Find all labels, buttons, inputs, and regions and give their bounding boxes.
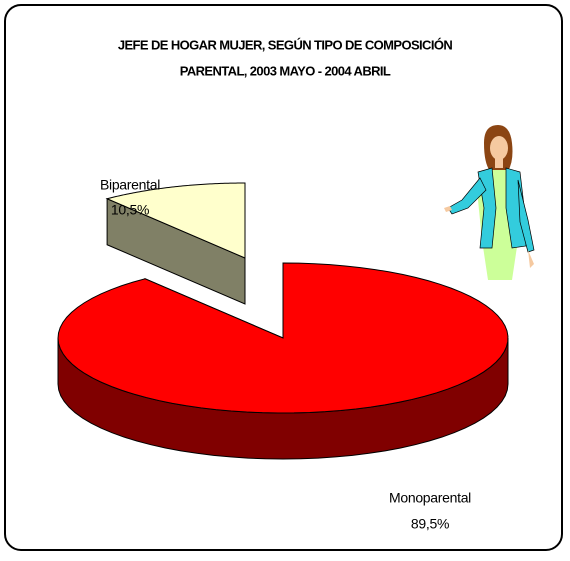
slice-label: Biparental <box>100 177 160 193</box>
value-label: 89,5% <box>411 516 449 532</box>
chart-title: PARENTAL, 2003 MAYO - 2004 ABRIL <box>180 63 391 78</box>
pie <box>57 182 509 460</box>
chart-title: JEFE DE HOGAR MUJER, SEGÚN TIPO DE COMPO… <box>118 37 452 52</box>
slice <box>105 182 246 259</box>
slice <box>57 262 509 414</box>
slice-label: Monoparental <box>389 490 471 506</box>
woman-illustration <box>444 125 535 280</box>
value-label: 10,5% <box>111 202 149 218</box>
